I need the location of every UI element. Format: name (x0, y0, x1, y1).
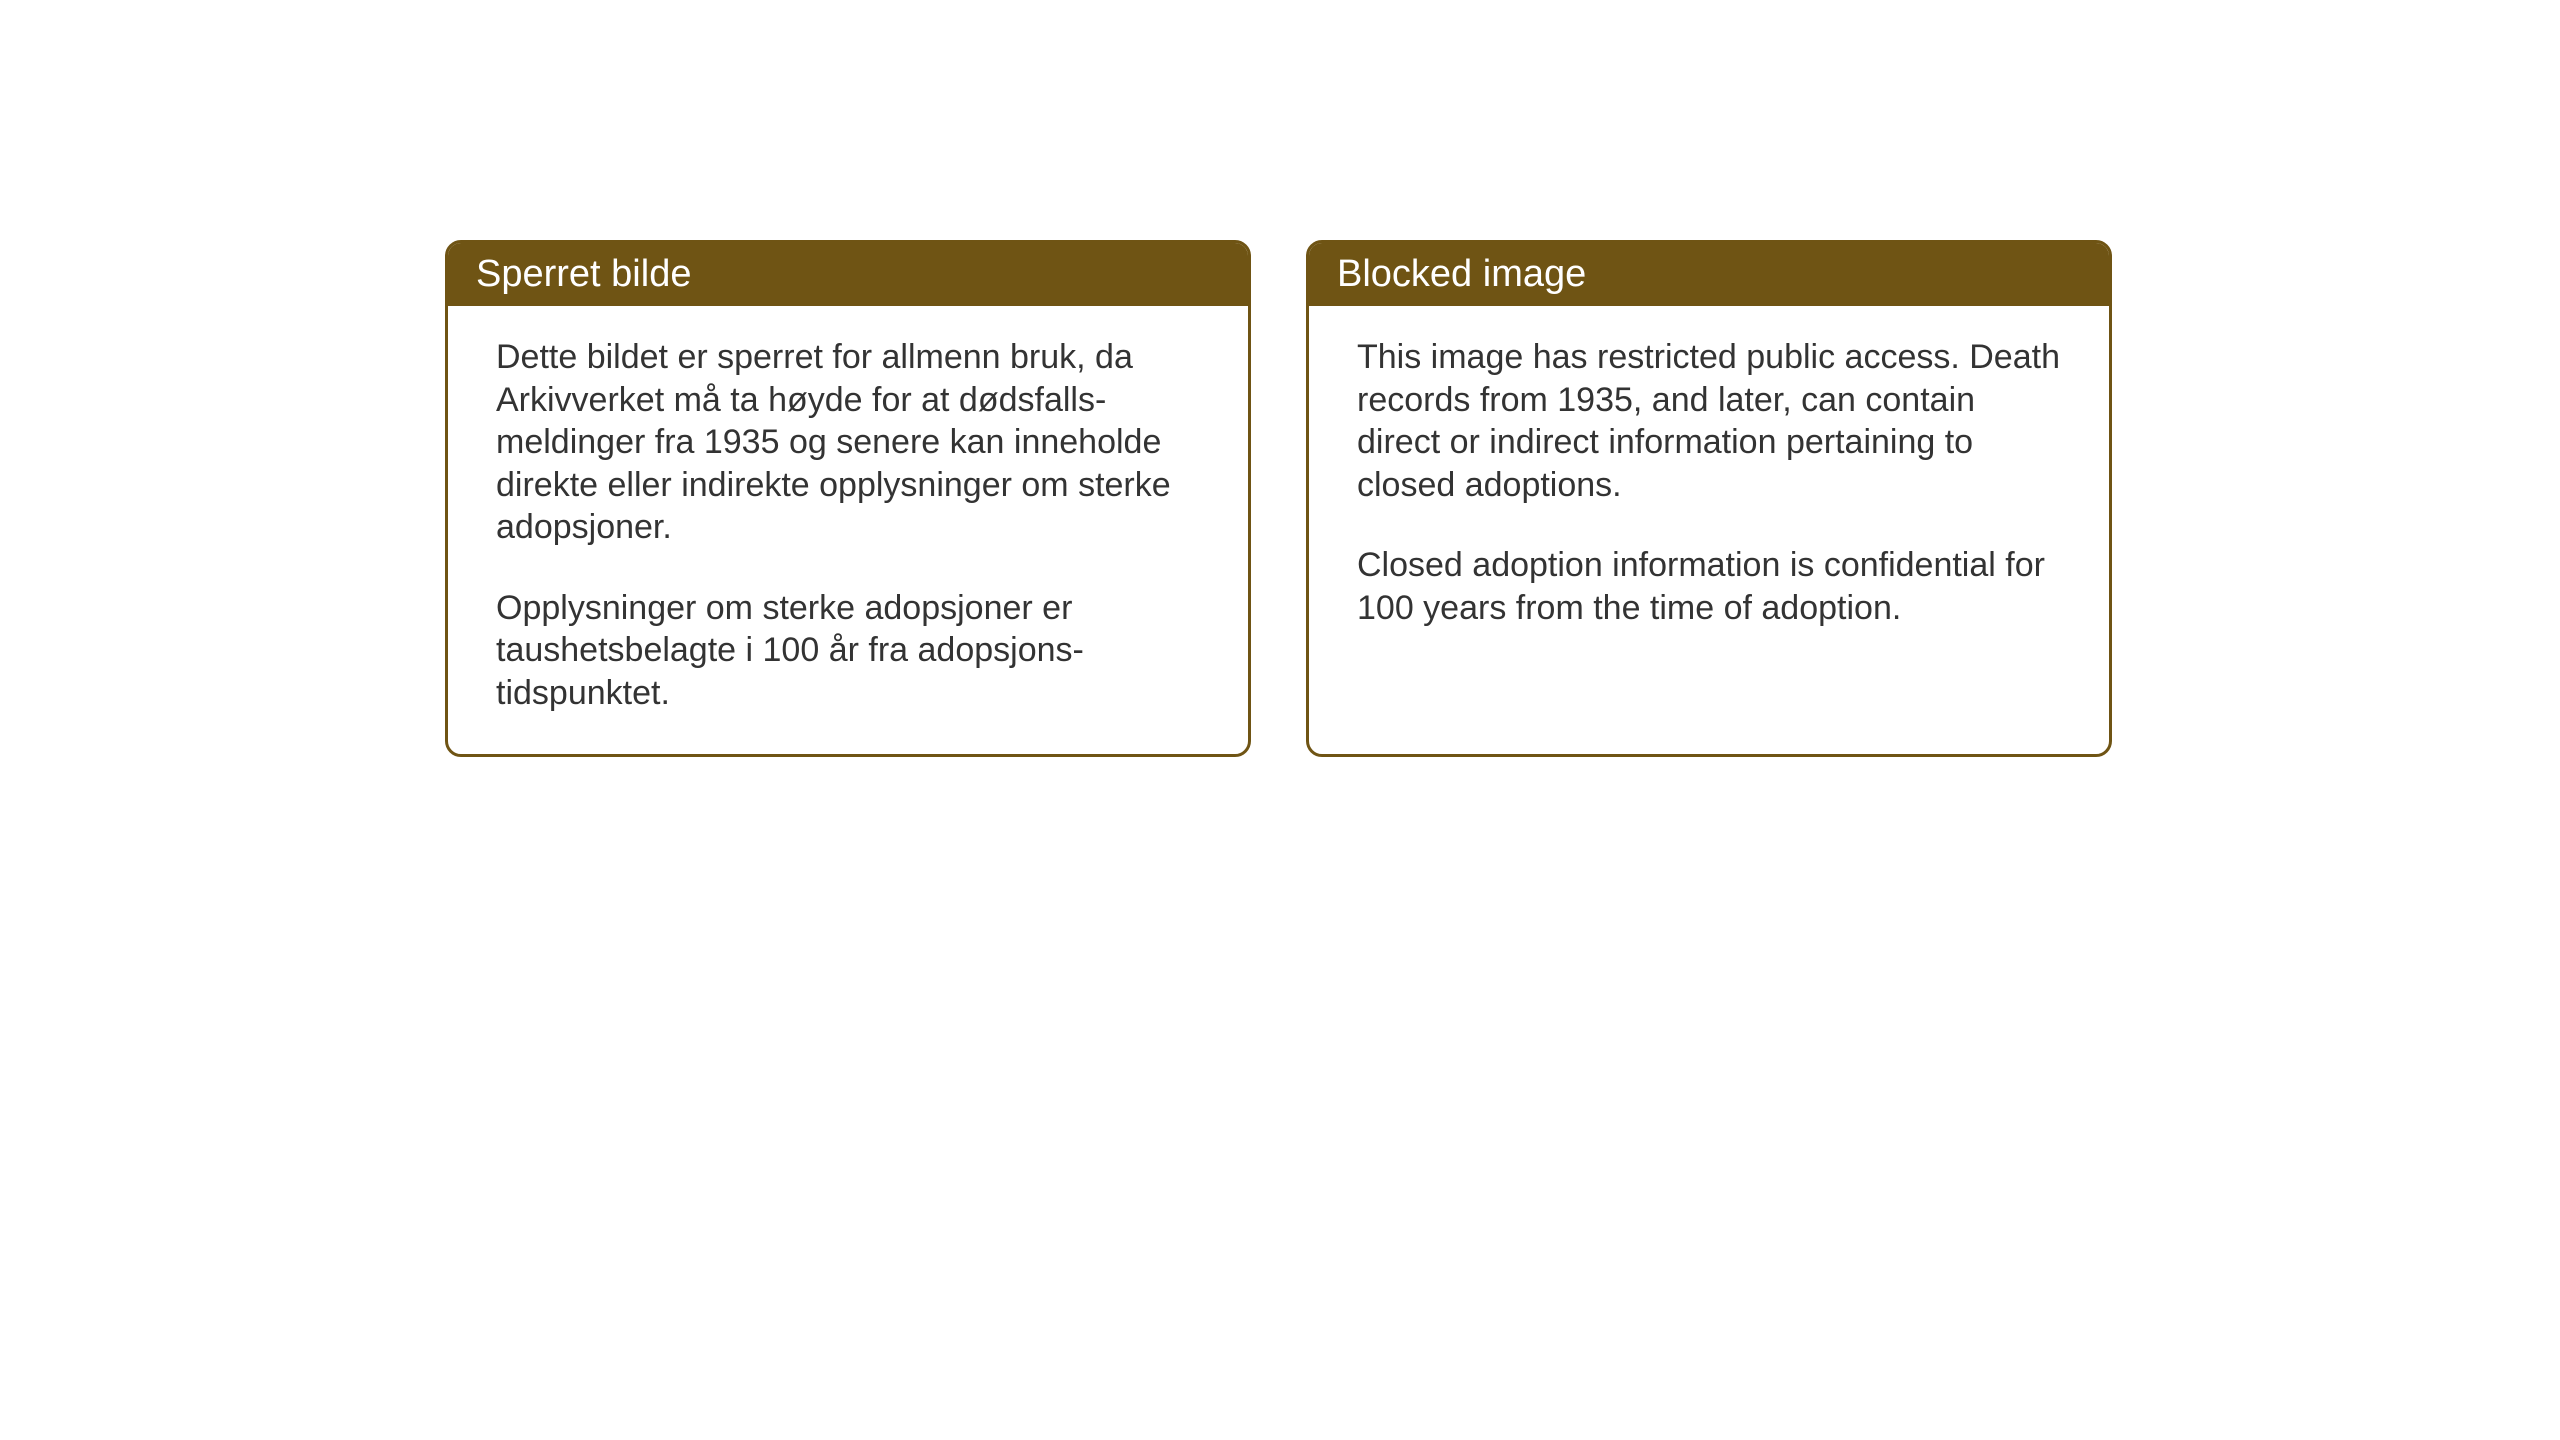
notice-card-english: Blocked image This image has restricted … (1306, 240, 2112, 757)
notice-para2-english: Closed adoption information is confident… (1357, 544, 2061, 629)
notice-body-norwegian: Dette bildet er sperret for allmenn bruk… (448, 306, 1248, 754)
notice-card-norwegian: Sperret bilde Dette bildet er sperret fo… (445, 240, 1251, 757)
notice-title-english: Blocked image (1337, 253, 1586, 295)
notice-title-norwegian: Sperret bilde (476, 253, 691, 295)
notice-para1-english: This image has restricted public access.… (1357, 336, 2061, 506)
notice-body-english: This image has restricted public access.… (1309, 306, 2109, 669)
notice-para1-norwegian: Dette bildet er sperret for allmenn bruk… (496, 336, 1200, 549)
notice-para2-norwegian: Opplysninger om sterke adopsjoner er tau… (496, 587, 1200, 715)
notice-container: Sperret bilde Dette bildet er sperret fo… (445, 240, 2112, 757)
notice-header-norwegian: Sperret bilde (448, 243, 1248, 306)
notice-header-english: Blocked image (1309, 243, 2109, 306)
